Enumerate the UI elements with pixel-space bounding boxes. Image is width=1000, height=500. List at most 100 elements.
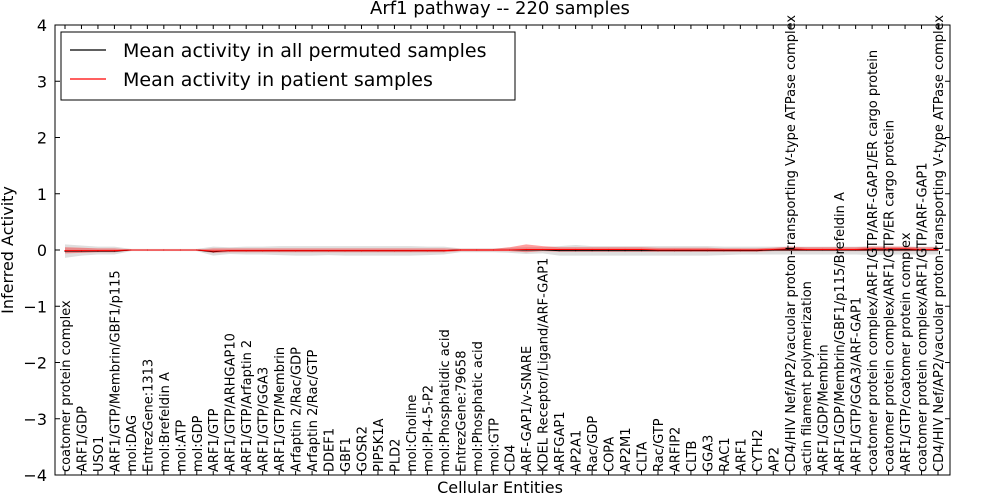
data-point-patient bbox=[591, 248, 593, 251]
data-point-patient bbox=[640, 248, 643, 251]
y-tick-label: 0 bbox=[37, 241, 47, 260]
x-category-label: coatomer protein complex/ARF1/GTP/ER car… bbox=[883, 120, 898, 472]
x-axis-title: Cellular Entities bbox=[437, 478, 563, 497]
data-point-patient bbox=[245, 249, 247, 252]
legend-box bbox=[60, 31, 516, 101]
x-category-label: ARF1/GDP/Membrin bbox=[817, 344, 832, 472]
data-point-patient bbox=[80, 249, 83, 252]
data-point-patient bbox=[509, 249, 511, 251]
data-point-patient bbox=[344, 249, 346, 252]
x-category-label: CLTA bbox=[636, 442, 651, 472]
data-point-patient bbox=[130, 249, 132, 251]
x-category-label: mol:GTP bbox=[487, 418, 502, 472]
data-point-patient bbox=[212, 250, 214, 252]
x-category-label: KDEL Receptor/Ligand/ARF-GAP1 bbox=[537, 258, 552, 472]
x-category-label: mol:ATP bbox=[174, 420, 189, 472]
x-category-label: PIP5K1A bbox=[372, 418, 387, 472]
x-category-label: EntrezGene:1313 bbox=[141, 359, 156, 472]
data-point-permuted bbox=[607, 249, 610, 252]
y-tick-label: −3 bbox=[23, 410, 47, 429]
x-category-label: ARF-GAP1/v-SNARE bbox=[520, 346, 535, 472]
data-point-patient bbox=[146, 249, 148, 251]
data-point-patient bbox=[377, 249, 379, 252]
x-category-label: coatomer protein complex bbox=[59, 300, 74, 472]
data-point-patient bbox=[229, 249, 231, 252]
data-point-permuted bbox=[640, 249, 643, 252]
x-category-label: AP2M1 bbox=[619, 428, 634, 473]
data-point-permuted bbox=[591, 249, 593, 252]
data-point-patient bbox=[163, 249, 165, 251]
x-category-label: mol:GDP bbox=[191, 415, 206, 472]
data-point-permuted bbox=[871, 249, 873, 251]
x-category-label: GOSR2 bbox=[355, 426, 370, 472]
x-category-label: mol:DAG bbox=[125, 415, 140, 472]
x-category-label: ARF1/GTP/ARHGAP10 bbox=[224, 333, 239, 472]
data-point-patient bbox=[871, 248, 873, 250]
x-category-label: GBF1 bbox=[339, 437, 354, 472]
x-category-label: Rac/GDP bbox=[586, 416, 601, 472]
data-point-patient bbox=[360, 249, 363, 252]
x-category-label: coatomer protein complex/ARF1/GTP/ARF-GA… bbox=[866, 50, 881, 472]
data-point-patient bbox=[690, 249, 692, 251]
x-category-label: mol:Phosphatidic acid bbox=[438, 329, 453, 472]
data-point-patient bbox=[772, 248, 774, 251]
data-point-patient bbox=[607, 248, 610, 251]
x-category-label: mol:Choline bbox=[405, 395, 420, 472]
legend-label-permuted: Mean activity in all permuted samples bbox=[123, 40, 486, 62]
x-category-label: CD4/HIV Nef/AP2/vacuolar proton-transpor… bbox=[932, 15, 947, 472]
data-point-patient bbox=[278, 249, 280, 252]
data-point-patient bbox=[789, 248, 791, 250]
plot-frame bbox=[54, 24, 951, 476]
x-category-label: coatomer protein complex/ARF1/GTP/ARF-GA… bbox=[916, 162, 931, 472]
data-point-patient bbox=[542, 248, 544, 251]
x-category-label: ARFIP2 bbox=[668, 427, 683, 472]
x-category-label: ARF1/GTP/Arfaptin 2 bbox=[240, 340, 255, 472]
data-point-patient bbox=[822, 248, 824, 251]
x-category-label: AP2 bbox=[767, 447, 782, 472]
x-category-label: CD4 bbox=[504, 445, 519, 472]
data-point-patient bbox=[624, 248, 626, 251]
axis-ticks bbox=[55, 24, 950, 476]
x-category-label: PLD2 bbox=[388, 439, 403, 472]
data-point-patient bbox=[855, 248, 857, 251]
x-category-label: ARF1/GDP/Membrin/GBF1/p115/Brefeldin A bbox=[833, 192, 848, 472]
x-category-label: ARF1/GDP bbox=[75, 406, 90, 472]
chart-title: Arf1 pathway -- 220 samples bbox=[370, 0, 630, 19]
x-category-label: ARF1/GTP/Membrin/GBF1/p115 bbox=[108, 270, 123, 472]
series-line-patient bbox=[65, 248, 938, 252]
confidence-bands bbox=[65, 244, 938, 258]
x-category-label: mol:Phosphatic acid bbox=[471, 341, 486, 472]
y-tick-label: 3 bbox=[37, 72, 47, 91]
x-category-label: ARFGAP1 bbox=[553, 412, 568, 472]
x-category-label: Arfaptin 2/Rac/GTP bbox=[306, 349, 321, 472]
x-category-label: AP2A1 bbox=[570, 430, 585, 472]
data-point-patient bbox=[492, 249, 494, 251]
data-point-patient bbox=[97, 249, 99, 252]
data-point-patient bbox=[196, 249, 198, 251]
data-point-patient bbox=[311, 249, 313, 252]
data-point-permuted bbox=[624, 249, 626, 252]
data-point-patient bbox=[920, 248, 923, 251]
y-tick-label: 2 bbox=[37, 129, 47, 148]
data-point-patient bbox=[575, 248, 577, 251]
y-tick-label: −2 bbox=[23, 354, 47, 373]
y-tick-label: 4 bbox=[37, 16, 47, 35]
data-point-patient bbox=[657, 249, 659, 251]
data-point-permuted bbox=[789, 249, 791, 251]
data-point-patient bbox=[64, 249, 66, 252]
data-point-patient bbox=[262, 249, 264, 252]
data-point-permuted bbox=[558, 249, 560, 252]
x-category-label: actin filament polymerization bbox=[800, 281, 815, 472]
x-category-label: ARF1/GTP/GGA3/ARF-GAP1 bbox=[850, 297, 865, 472]
x-category-label: RAC1 bbox=[718, 437, 733, 472]
data-point-patient bbox=[723, 249, 725, 251]
data-point-patient bbox=[179, 249, 181, 251]
y-axis-title: Inferred Activity bbox=[0, 186, 17, 314]
data-point-patient bbox=[295, 249, 297, 252]
x-category-label: ARF1/GTP/Membrin bbox=[273, 347, 288, 472]
data-point-patient bbox=[410, 249, 412, 252]
band-patient bbox=[65, 244, 938, 254]
x-category-label: USO1 bbox=[92, 436, 107, 472]
x-category-label: ARF1/GTP bbox=[207, 408, 222, 472]
